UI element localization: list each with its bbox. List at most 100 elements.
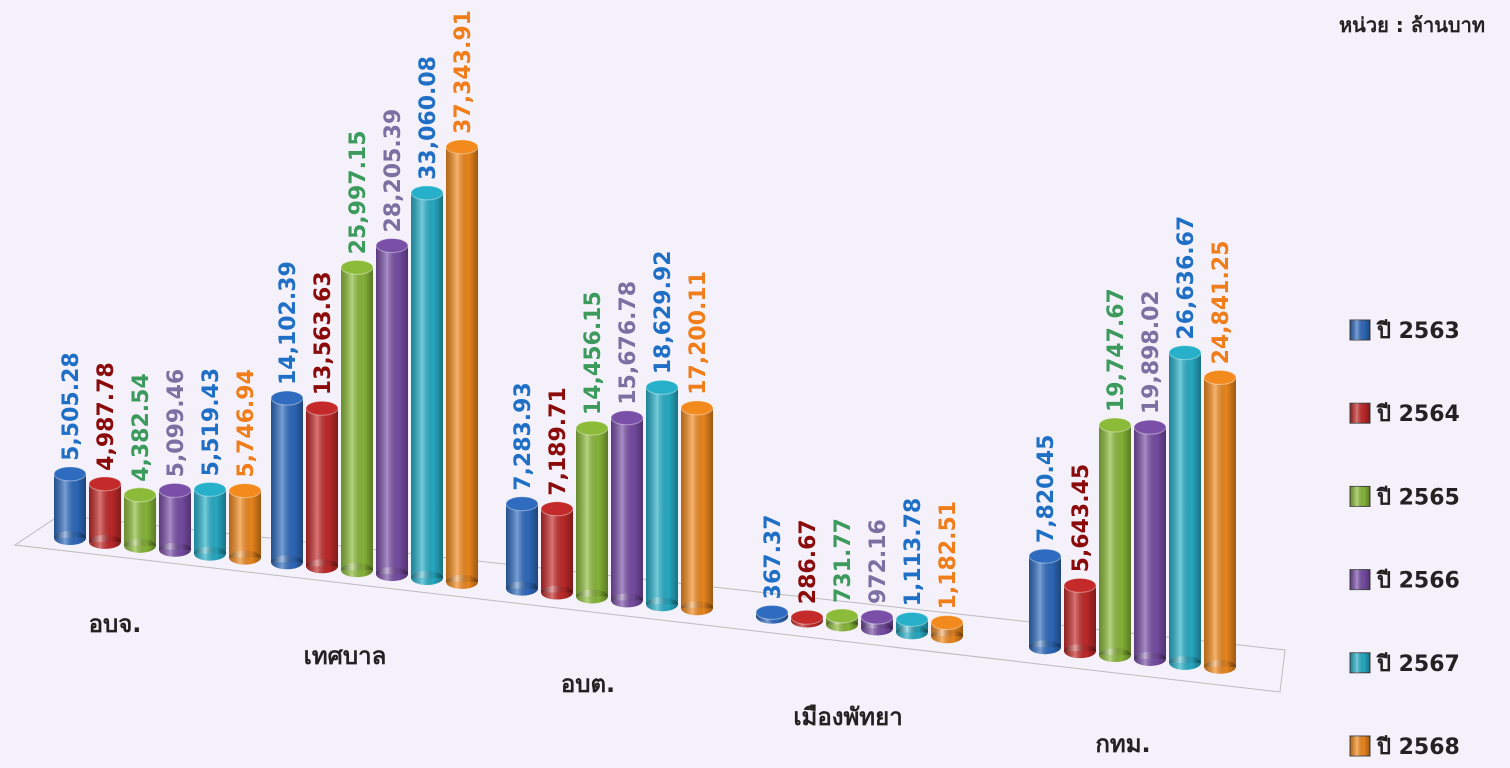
cylinder-top bbox=[410, 185, 444, 201]
category-label: เมืองพัทยา bbox=[793, 703, 902, 731]
bar-shine bbox=[576, 428, 608, 597]
bar-shine bbox=[646, 387, 678, 605]
cylinder-top bbox=[1133, 419, 1167, 435]
cylinder-top bbox=[305, 400, 339, 416]
value-label: 24,841.25 bbox=[1209, 241, 1234, 365]
cylinder-top bbox=[88, 476, 122, 492]
value-label: 7,283.93 bbox=[511, 382, 536, 491]
cylinder-top bbox=[930, 614, 964, 630]
value-label: 5,519.43 bbox=[199, 368, 224, 477]
value-label: 25,997.15 bbox=[346, 130, 371, 254]
value-label: 5,505.28 bbox=[59, 352, 84, 461]
bar-shine bbox=[1029, 556, 1061, 648]
bar-shine bbox=[194, 489, 226, 554]
value-label: 17,200.11 bbox=[686, 271, 711, 395]
bar-shine bbox=[1134, 427, 1166, 659]
value-label: 14,102.39 bbox=[276, 261, 301, 385]
legend-swatch-shine bbox=[1350, 486, 1370, 507]
value-label: 1,113.78 bbox=[901, 498, 926, 607]
value-label: 28,205.39 bbox=[381, 109, 406, 233]
cylinder-top bbox=[790, 609, 824, 625]
cylinder-top bbox=[575, 420, 609, 436]
cylinder-top bbox=[860, 609, 894, 625]
cylinder-top bbox=[53, 466, 87, 482]
value-label: 13,563.63 bbox=[311, 271, 336, 395]
cylinder-top bbox=[228, 483, 262, 499]
cylinder-top bbox=[505, 496, 539, 512]
bar-shine bbox=[54, 473, 86, 538]
bar-shine bbox=[124, 494, 156, 546]
bar-shine bbox=[89, 483, 121, 542]
category-label: กทม. bbox=[1095, 730, 1150, 758]
value-label: 731.77 bbox=[831, 518, 856, 603]
cylinder-top bbox=[1028, 548, 1062, 564]
value-label: 7,189.71 bbox=[546, 387, 571, 496]
value-label: 5,099.46 bbox=[164, 369, 189, 478]
cylinder-top bbox=[895, 611, 929, 627]
value-label: 18,629.92 bbox=[651, 250, 676, 374]
bar-shine bbox=[229, 490, 261, 558]
legend-swatch-shine bbox=[1350, 736, 1370, 756]
bar-shine bbox=[506, 503, 538, 589]
bar-shine bbox=[1169, 352, 1201, 663]
cylinder-top bbox=[375, 238, 409, 254]
cylinder-top bbox=[445, 139, 479, 155]
category-label: อบต. bbox=[561, 670, 615, 698]
value-label: 5,746.94 bbox=[234, 369, 259, 478]
value-label: 19,747.67 bbox=[1104, 288, 1129, 412]
bar-shine bbox=[341, 267, 373, 571]
cylinder-top bbox=[193, 481, 227, 497]
cylinder-top bbox=[270, 390, 304, 406]
legend-swatch-shine bbox=[1350, 569, 1370, 590]
value-label: 15,676.78 bbox=[616, 281, 641, 405]
bar-shine bbox=[1204, 377, 1236, 667]
value-label: 1,182.51 bbox=[936, 501, 961, 610]
cylinder-top bbox=[340, 259, 374, 275]
legend-swatch-shine bbox=[1350, 652, 1370, 673]
bar-shine bbox=[611, 417, 643, 601]
value-label: 4,382.54 bbox=[129, 373, 154, 482]
legend-label: ปี 2566 bbox=[1376, 569, 1460, 594]
legend-swatch-shine bbox=[1350, 403, 1370, 424]
value-label: 286.67 bbox=[796, 519, 821, 604]
cylinder-top bbox=[610, 410, 644, 426]
value-label: 33,060.08 bbox=[416, 56, 441, 180]
value-label: 37,343.91 bbox=[451, 10, 476, 134]
bar-shine bbox=[411, 192, 443, 578]
bar-shine bbox=[306, 408, 338, 567]
legend-label: ปี 2563 bbox=[1376, 319, 1460, 344]
value-label: 5,643.45 bbox=[1069, 464, 1094, 573]
cylinder-top bbox=[540, 501, 574, 517]
cylinder-top bbox=[645, 379, 679, 395]
cylinder-top bbox=[1063, 577, 1097, 593]
bar-shine bbox=[1064, 585, 1096, 652]
bar-shine bbox=[681, 407, 713, 609]
cylinder-top bbox=[1203, 369, 1237, 385]
bar-shine bbox=[1099, 425, 1131, 656]
cylinder-top bbox=[1098, 417, 1132, 433]
legend-label: ปี 2564 bbox=[1376, 402, 1460, 427]
floor bbox=[13, 514, 1286, 693]
legend-label: ปี 2568 bbox=[1376, 735, 1460, 760]
cylinder-top bbox=[123, 487, 157, 503]
value-label: 367.37 bbox=[761, 514, 786, 599]
legend-label: ปี 2565 bbox=[1376, 485, 1460, 510]
cylinder-top bbox=[1168, 345, 1202, 361]
value-label: 26,636.67 bbox=[1174, 216, 1199, 340]
category-label: เทศบาล bbox=[304, 642, 387, 670]
legend-label: ปี 2567 bbox=[1376, 652, 1460, 677]
bar-shine bbox=[159, 490, 191, 550]
bar-shine bbox=[541, 508, 573, 593]
unit-label: หน่วย : ล้านบาท bbox=[1339, 13, 1485, 37]
value-label: 14,456.15 bbox=[581, 291, 606, 415]
bar-shine bbox=[376, 245, 408, 575]
category-label: อบจ. bbox=[89, 610, 142, 638]
value-label: 19,898.02 bbox=[1139, 290, 1164, 414]
cylinder-top bbox=[755, 604, 789, 620]
value-label: 972.16 bbox=[866, 519, 891, 604]
bar-shine bbox=[271, 398, 303, 563]
bar-shine bbox=[446, 146, 478, 582]
cylinder-top bbox=[825, 608, 859, 624]
cylinder-top bbox=[680, 400, 714, 416]
